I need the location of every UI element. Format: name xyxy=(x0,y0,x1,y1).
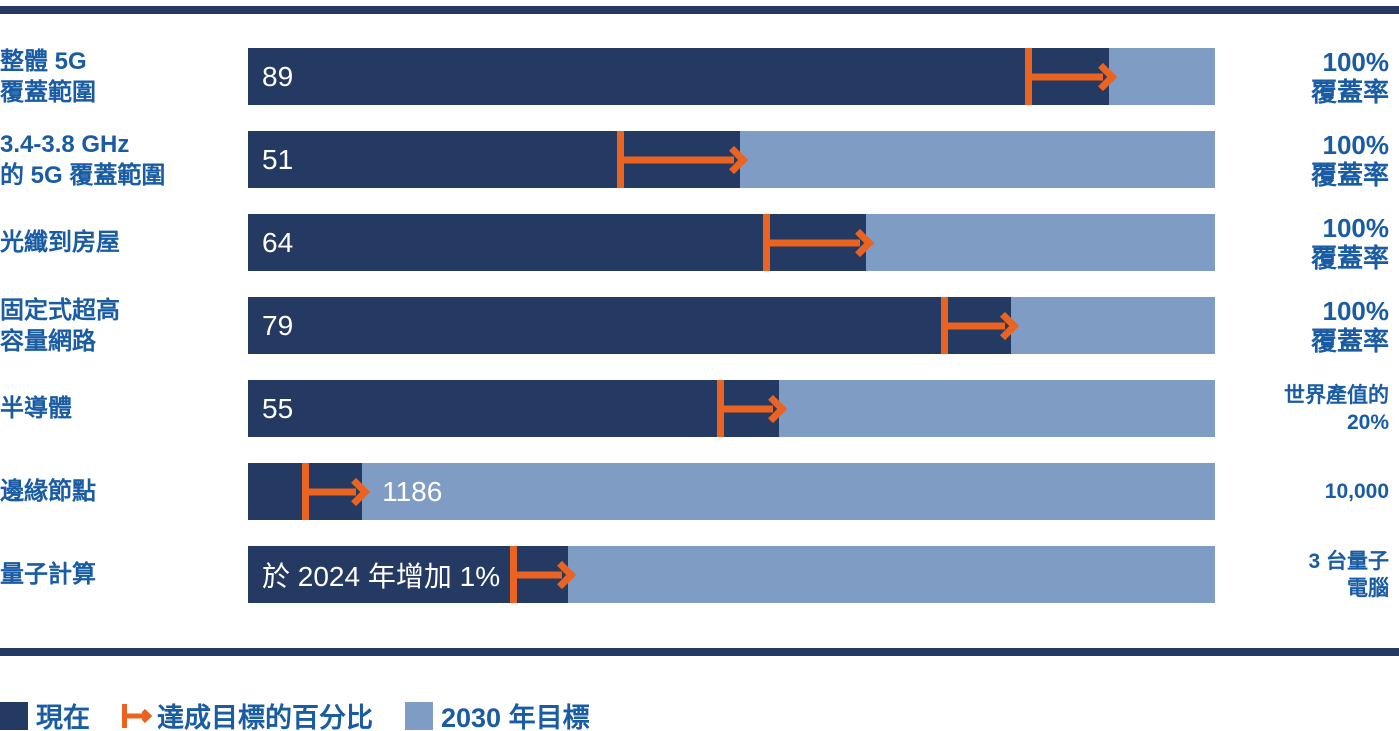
target-swatch-icon xyxy=(405,701,433,730)
now-swatch-icon xyxy=(0,701,28,730)
arrow-head xyxy=(990,311,1020,340)
bar-current xyxy=(248,48,1109,105)
row-label: 量子計算 xyxy=(0,561,96,588)
row-target-label: 100% 覆蓋率 xyxy=(1310,46,1389,107)
chart-rows: 整體 5G 覆蓋範圍 89 100% 覆蓋率 3.4-3.8 GHz 的 5G 覆蓋範… xyxy=(0,46,1399,603)
progress-arrow-icon xyxy=(302,463,371,520)
top-rule xyxy=(0,6,1399,14)
progress-arrow-icon xyxy=(510,546,577,603)
row-target-label: 100% 覆蓋率 xyxy=(1310,129,1389,190)
arrow-head xyxy=(720,145,749,174)
arrow-head xyxy=(137,708,153,723)
progress-arrow-icon xyxy=(122,702,153,730)
chart-row: 3.4-3.8 GHz 的 5G 覆蓋範圍 51 100% 覆蓋率 xyxy=(0,129,1399,190)
progress-arrow-icon xyxy=(941,297,1020,354)
bar-value-label: 於 2024 年增加 1% xyxy=(262,560,501,592)
legend-item-arrow: 達成目標的百分比 xyxy=(122,696,373,731)
arrow-head xyxy=(1088,62,1117,91)
arrow-shaft xyxy=(941,322,1005,329)
legend-item-target: 2030 年目標 xyxy=(405,696,590,731)
bar-value-label: 55 xyxy=(262,392,294,424)
row-target-label: 10,000 xyxy=(1324,480,1389,503)
chart-row: 光纖到房屋 64 100% 覆蓋率 xyxy=(0,212,1399,273)
row-target-label: 100% 覆蓋率 xyxy=(1310,295,1389,356)
arrow-head xyxy=(547,560,577,589)
bar-track: 55 xyxy=(248,380,1215,437)
bar-value-label: 51 xyxy=(262,143,294,175)
chart-row: 量子計算 於 2024 年增加 1% 3 台量子 電腦 xyxy=(0,546,1399,603)
legend-now-label: 現在 xyxy=(36,703,90,731)
chart-row: 邊緣節點 1186 10,000 xyxy=(0,463,1399,520)
row-label: 固定式超高 容量網路 xyxy=(0,296,120,355)
legend: 現在 達成目標的百分比 2030 年目標 xyxy=(0,696,1399,731)
legend-target-label: 2030 年目標 xyxy=(441,703,590,731)
arrow-head xyxy=(758,394,788,423)
row-label: 整體 5G 覆蓋範圍 xyxy=(0,47,96,106)
legend-arrow-label: 達成目標的百分比 xyxy=(157,703,373,731)
legend-item-now: 現在 xyxy=(0,696,90,731)
bar-current xyxy=(248,214,866,271)
progress-arrow-icon xyxy=(763,214,875,271)
arrow-shaft xyxy=(617,156,735,163)
row-label: 半導體 xyxy=(0,395,72,422)
row-label: 邊緣節點 xyxy=(0,478,96,505)
bar-value-label: 64 xyxy=(262,226,294,258)
progress-arrow-icon xyxy=(617,131,749,188)
arrow-shaft xyxy=(122,713,145,718)
arrow-shaft xyxy=(510,571,563,578)
arrow-shaft xyxy=(302,488,357,495)
bottom-rule xyxy=(0,648,1399,656)
bar-track: 於 2024 年增加 1% xyxy=(248,546,1215,603)
chart-row: 整體 5G 覆蓋範圍 89 100% 覆蓋率 xyxy=(0,46,1399,107)
row-target-label: 100% 覆蓋率 xyxy=(1310,212,1389,273)
arrow-shaft xyxy=(716,405,773,412)
bar-track: 89 xyxy=(248,48,1215,105)
bar-current xyxy=(248,380,779,437)
bar-track: 64 xyxy=(248,214,1215,271)
arrow-shaft xyxy=(1025,73,1103,80)
arrow-shaft xyxy=(763,239,860,246)
row-label: 光纖到房屋 xyxy=(0,229,120,256)
bar-value-label: 79 xyxy=(262,309,294,341)
row-target-label: 世界產值的 20% xyxy=(1284,383,1389,434)
bar-value-label: 89 xyxy=(262,60,294,92)
bar-track: 1186 xyxy=(248,463,1215,520)
row-label: 3.4-3.8 GHz 的 5G 覆蓋範圍 xyxy=(0,130,166,189)
chart-row: 固定式超高 容量網路 79 100% 覆蓋率 xyxy=(0,295,1399,356)
bar-value-label: 1186 xyxy=(382,475,443,507)
progress-arrow-icon xyxy=(716,380,788,437)
bar-track: 79 xyxy=(248,297,1215,354)
chart-row: 半導體 55 世界產值的 20% xyxy=(0,380,1399,437)
bar-current xyxy=(248,297,1011,354)
arrow-head xyxy=(845,228,875,257)
row-target-label: 3 台量子 電腦 xyxy=(1308,549,1389,600)
arrow-head xyxy=(341,477,371,506)
progress-arrow-icon xyxy=(1025,48,1117,105)
bar-track: 51 xyxy=(248,131,1215,188)
